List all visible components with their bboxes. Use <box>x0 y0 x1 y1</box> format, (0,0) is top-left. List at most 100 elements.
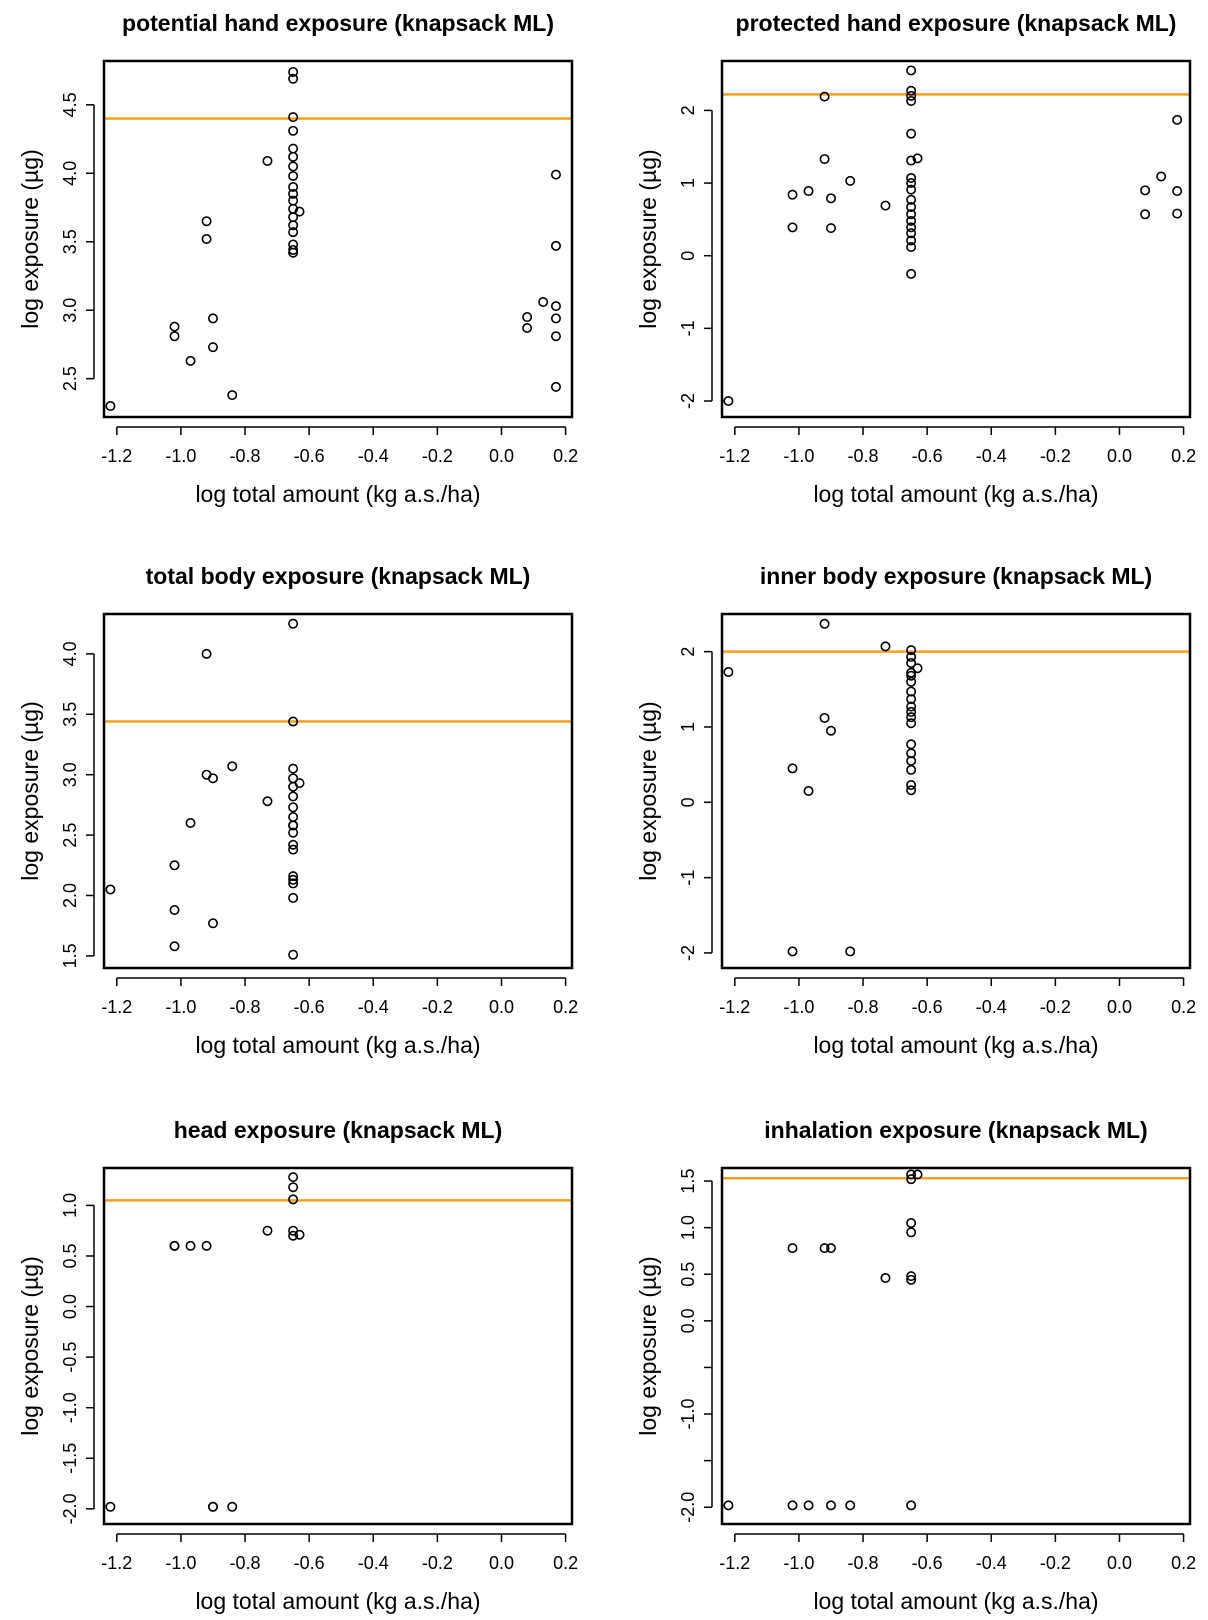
data-point <box>845 946 856 957</box>
x-tick-label: -0.4 <box>976 1553 1007 1573</box>
x-tick-label: -1.2 <box>719 1553 750 1573</box>
data-point <box>906 202 917 213</box>
data-point <box>819 1243 830 1254</box>
y-tick-label: 3.0 <box>60 762 80 787</box>
data-point <box>906 764 917 775</box>
data-point <box>906 701 917 712</box>
scatter-panel: protected hand exposure (knapsack ML) -1.… <box>635 10 1196 507</box>
data-point <box>825 193 836 204</box>
data-point <box>185 355 196 366</box>
y-tick-label: 0 <box>678 251 698 261</box>
data-point <box>906 686 917 697</box>
y-axis: -2.0 -1.0 0.0 0.5 1.0 1.5 log exposure (µg) <box>635 1169 713 1523</box>
data-point <box>906 1274 917 1285</box>
data-point <box>169 905 180 916</box>
data-point <box>288 227 299 238</box>
y-axis-label: log exposure (µg) <box>17 149 43 328</box>
data-point <box>288 791 299 802</box>
data-point <box>294 778 305 789</box>
y-tick-label: 4.0 <box>60 641 80 666</box>
panel-title: total body exposure (knapsack ML) <box>146 563 531 589</box>
data-point <box>288 839 299 850</box>
data-point <box>906 651 917 662</box>
scatter-panel: head exposure (knapsack ML)-1.2 -1.0 -0.8-… <box>17 1117 578 1614</box>
x-tick-label: -0.2 <box>422 997 453 1017</box>
x-tick-label: 0.2 <box>553 446 578 466</box>
x-tick-label: -1.0 <box>165 446 196 466</box>
data-point <box>906 209 917 220</box>
data-point <box>906 657 917 668</box>
data-point <box>201 216 212 227</box>
x-tick-label: 0.0 <box>489 446 514 466</box>
data-point <box>787 1500 798 1511</box>
x-tick-label: -1.2 <box>101 446 132 466</box>
data-point <box>550 313 561 324</box>
data-point <box>819 154 830 165</box>
x-tick-label: 0.0 <box>489 997 514 1017</box>
data-point <box>912 663 923 674</box>
data-point <box>906 694 917 705</box>
y-tick-label: -2.0 <box>678 1492 698 1523</box>
y-tick-label: 4.0 <box>60 161 80 186</box>
data-point <box>803 785 814 796</box>
data-point <box>906 718 917 729</box>
data-point <box>288 181 299 192</box>
data-point <box>912 153 923 164</box>
x-axis-label: log total amount (kg a.s./ha) <box>813 1588 1098 1614</box>
data-points <box>723 618 923 957</box>
data-point <box>906 155 917 166</box>
data-point <box>906 90 917 101</box>
data-points <box>723 1169 923 1511</box>
data-point <box>288 618 299 629</box>
data-point <box>906 1169 917 1180</box>
x-tick-label: -1.0 <box>783 446 814 466</box>
data-points <box>105 1172 305 1512</box>
x-tick-label: -1.2 <box>719 997 750 1017</box>
y-axis-label: log exposure (µg) <box>635 149 661 328</box>
data-point <box>906 748 917 759</box>
data-point <box>906 241 917 252</box>
x-tick-label: -1.0 <box>783 997 814 1017</box>
x-tick-label: -0.6 <box>912 446 943 466</box>
scatter-panel: inner body exposure (knapsack ML)-1.2 -1.… <box>635 563 1196 1058</box>
data-point <box>819 712 830 723</box>
data-point <box>207 313 218 324</box>
data-point <box>906 670 917 681</box>
data-point <box>550 240 561 251</box>
data-point <box>906 676 917 687</box>
data-point <box>288 244 299 255</box>
plot-frame <box>720 59 1192 419</box>
y-tick-label: 1.0 <box>678 1215 698 1240</box>
y-tick-label: 2 <box>678 105 698 115</box>
plot-frame <box>102 612 574 970</box>
data-point <box>262 796 273 807</box>
data-point <box>787 763 798 774</box>
data-point <box>1172 114 1183 125</box>
data-point <box>169 860 180 871</box>
data-point <box>288 763 299 774</box>
data-point <box>550 331 561 342</box>
y-tick-label: -2 <box>678 945 698 961</box>
data-point <box>207 773 218 784</box>
data-point <box>288 871 299 882</box>
data-point <box>288 143 299 154</box>
x-tick-label: -0.2 <box>422 446 453 466</box>
data-point <box>288 1230 299 1241</box>
data-point <box>538 296 549 307</box>
data-point <box>169 331 180 342</box>
y-tick-label: -0.5 <box>60 1342 80 1373</box>
x-tick-label: -0.4 <box>358 997 389 1017</box>
plot-frame <box>102 59 574 419</box>
y-tick-label: 3.5 <box>60 229 80 254</box>
y-axis: -2 -1 0 1 2 log exposure (µg) <box>635 647 713 961</box>
data-points <box>723 65 1183 407</box>
x-tick-label: -0.6 <box>294 1553 325 1573</box>
x-tick-label: -0.6 <box>294 997 325 1017</box>
x-tick-label: -0.8 <box>230 997 261 1017</box>
data-point <box>723 666 734 677</box>
data-point <box>787 946 798 957</box>
data-point <box>288 161 299 172</box>
x-tick-label: 0.0 <box>1107 997 1132 1017</box>
x-axis: -1.2 -1.0 -0.8 -0.6 -0.4 -0.2 0.0 0.2 log total … <box>101 426 578 507</box>
data-point <box>906 712 917 723</box>
